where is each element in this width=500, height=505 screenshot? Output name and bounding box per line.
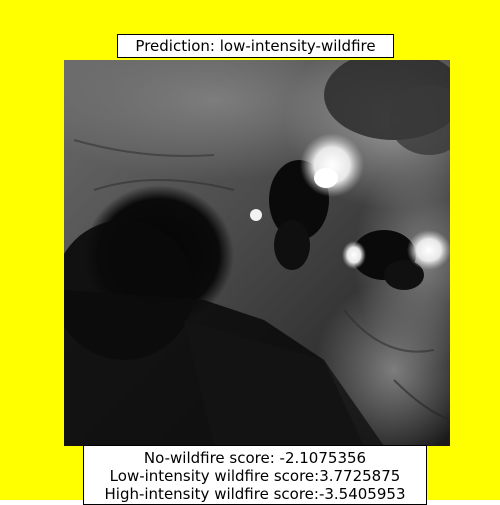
low-intensity-score: Low-intensity wildfire score:3.7725875 xyxy=(109,467,401,485)
no-wildfire-score: No-wildfire score: -2.1075356 xyxy=(143,449,367,467)
satellite-image xyxy=(64,60,450,446)
score-panel: No-wildfire score: -2.1075356 Low-intens… xyxy=(83,445,427,505)
grayscale-satellite-image xyxy=(64,60,450,446)
high-intensity-score: High-intensity wildfire score:-3.5405953 xyxy=(104,485,406,503)
prediction-title: Prediction: low-intensity-wildfire xyxy=(117,34,394,58)
